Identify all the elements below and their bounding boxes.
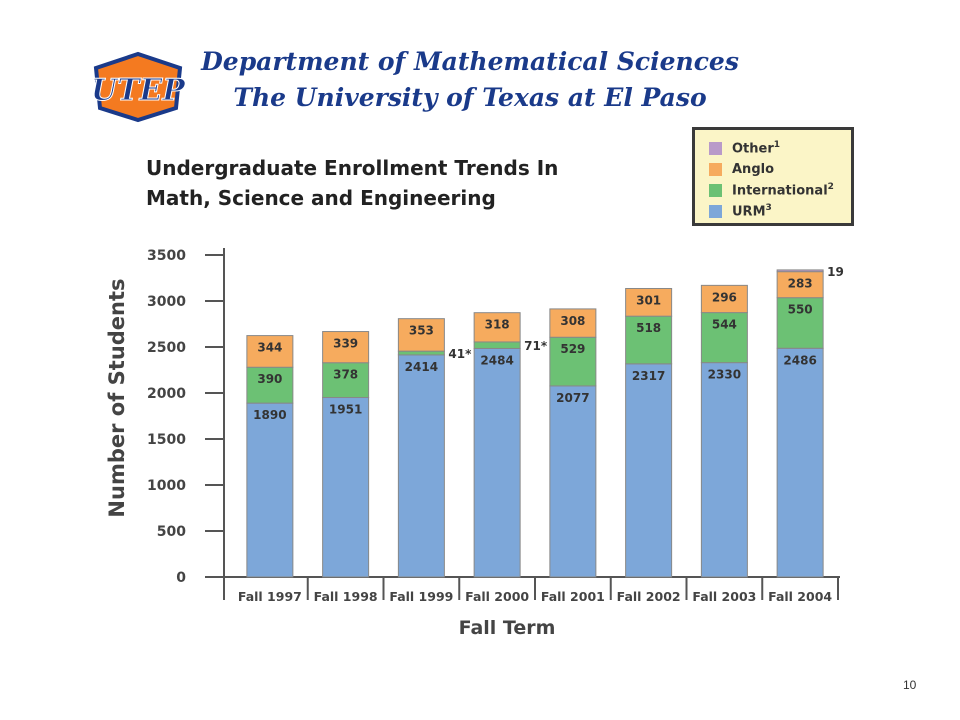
- chart-title-line1: Undergraduate Enrollment Trends In: [146, 156, 559, 180]
- legend-swatch-international: [709, 184, 722, 197]
- data-label-international-4: 529: [560, 342, 585, 356]
- x-tick-label-3: Fall 2000: [465, 589, 529, 604]
- legend-label-anglo: Anglo: [732, 162, 775, 177]
- x-tick-label-4: Fall 2001: [541, 589, 605, 604]
- legend-swatch-anglo: [709, 163, 722, 176]
- data-label-urm-4: 2077: [556, 391, 589, 405]
- data-label-anglo-7: 283: [788, 277, 813, 291]
- bar-urm-5: [625, 363, 673, 578]
- utep-logo: UTEP: [91, 51, 187, 123]
- legend-item-anglo: Anglo: [709, 159, 851, 180]
- x-tick-label-5: Fall 2002: [617, 589, 681, 604]
- legend-label-international: International: [732, 183, 828, 199]
- bar-international-1: [322, 362, 370, 399]
- chart-title-line2: Math, Science and Engineering: [146, 186, 496, 210]
- legend-item-international: International2: [709, 180, 851, 201]
- data-label-international-7: 550: [788, 303, 813, 317]
- y-tick-label-3000: 3000: [147, 294, 186, 310]
- bar-urm-3: [473, 347, 521, 578]
- data-label-international-1: 378: [333, 368, 358, 382]
- x-tick-label-6: Fall 2003: [692, 589, 756, 604]
- data-label-urm-3: 2484: [480, 353, 513, 367]
- data-label-anglo-6: 296: [712, 290, 737, 304]
- bar-anglo-3: [473, 312, 521, 343]
- department-title-line1: Department of Mathematical Sciences: [201, 47, 739, 76]
- data-label-anglo-4: 308: [560, 314, 585, 328]
- bar-anglo-5: [625, 287, 673, 317]
- bar-international-3: [473, 341, 521, 349]
- data-label-international-3: 71*: [524, 339, 548, 353]
- slide-number: 10: [903, 678, 917, 692]
- bar-other-7: [776, 269, 824, 273]
- bar-anglo-2: [397, 318, 445, 352]
- data-label-anglo-2: 353: [409, 324, 434, 338]
- bar-anglo-4: [549, 308, 597, 338]
- x-axis-title: Fall Term: [459, 617, 556, 639]
- bar-urm-6: [700, 362, 748, 578]
- bar-anglo-6: [700, 284, 748, 314]
- y-axis-title: Number of Students: [105, 278, 129, 517]
- data-label-international-5: 518: [636, 321, 661, 335]
- data-label-urm-2: 2414: [405, 360, 438, 374]
- y-tick-label-3500: 3500: [147, 248, 186, 264]
- legend-swatch-urm: [709, 205, 722, 218]
- y-tick-label-1500: 1500: [147, 432, 186, 448]
- bar-urm-2: [397, 354, 445, 578]
- data-label-urm-5: 2317: [632, 369, 665, 383]
- x-tick-label-0: Fall 1997: [238, 589, 302, 604]
- data-label-urm-6: 2330: [708, 368, 741, 382]
- data-label-anglo-3: 318: [485, 318, 510, 332]
- bar-anglo-0: [246, 335, 294, 368]
- chart-title: Undergraduate Enrollment Trends In Math,…: [146, 153, 558, 213]
- data-label-other-7: 19: [827, 265, 844, 279]
- bar-international-2: [397, 350, 445, 356]
- y-tick-label-2500: 2500: [147, 340, 186, 356]
- bar-urm-0: [246, 402, 294, 578]
- bar-international-4: [549, 336, 597, 387]
- legend-label-urm: URM: [732, 204, 766, 220]
- y-tick-label-0: 0: [176, 570, 186, 586]
- bar-urm-1: [322, 397, 370, 578]
- bar-international-7: [776, 297, 824, 349]
- data-label-international-6: 544: [712, 318, 737, 332]
- data-label-anglo-5: 301: [636, 293, 661, 307]
- data-label-international-0: 390: [257, 372, 282, 386]
- data-label-anglo-0: 344: [257, 341, 282, 355]
- bar-international-6: [700, 312, 748, 364]
- bar-international-5: [625, 315, 673, 365]
- legend-item-urm: URM3: [709, 201, 851, 222]
- legend-swatch-other: [709, 142, 722, 155]
- data-label-anglo-1: 339: [333, 337, 358, 351]
- bar-international-0: [246, 366, 294, 404]
- bar-urm-4: [549, 385, 597, 578]
- legend-label-other: Other: [732, 141, 774, 157]
- x-tick-label-2: Fall 1999: [389, 589, 453, 604]
- y-tick-label-500: 500: [157, 524, 186, 540]
- department-title-line2: The University of Texas at El Paso: [233, 83, 707, 112]
- y-tick-label-1000: 1000: [147, 478, 186, 494]
- data-label-urm-1: 1951: [329, 403, 362, 417]
- x-tick-label-1: Fall 1998: [314, 589, 378, 604]
- x-tick-label-7: Fall 2004: [768, 589, 832, 604]
- department-title: Department of Mathematical Sciences The …: [190, 44, 750, 116]
- bar-anglo-1: [322, 331, 370, 364]
- data-label-international-2: 41*: [448, 347, 472, 361]
- data-label-urm-0: 1890: [253, 408, 286, 422]
- legend-item-other: Other1: [709, 138, 851, 159]
- chart-legend: Other1 Anglo International2 URM3: [692, 127, 854, 226]
- y-tick-label-2000: 2000: [147, 386, 186, 402]
- bar-urm-7: [776, 347, 824, 578]
- data-label-urm-7: 2486: [783, 353, 816, 367]
- logo-text: UTEP: [91, 73, 186, 108]
